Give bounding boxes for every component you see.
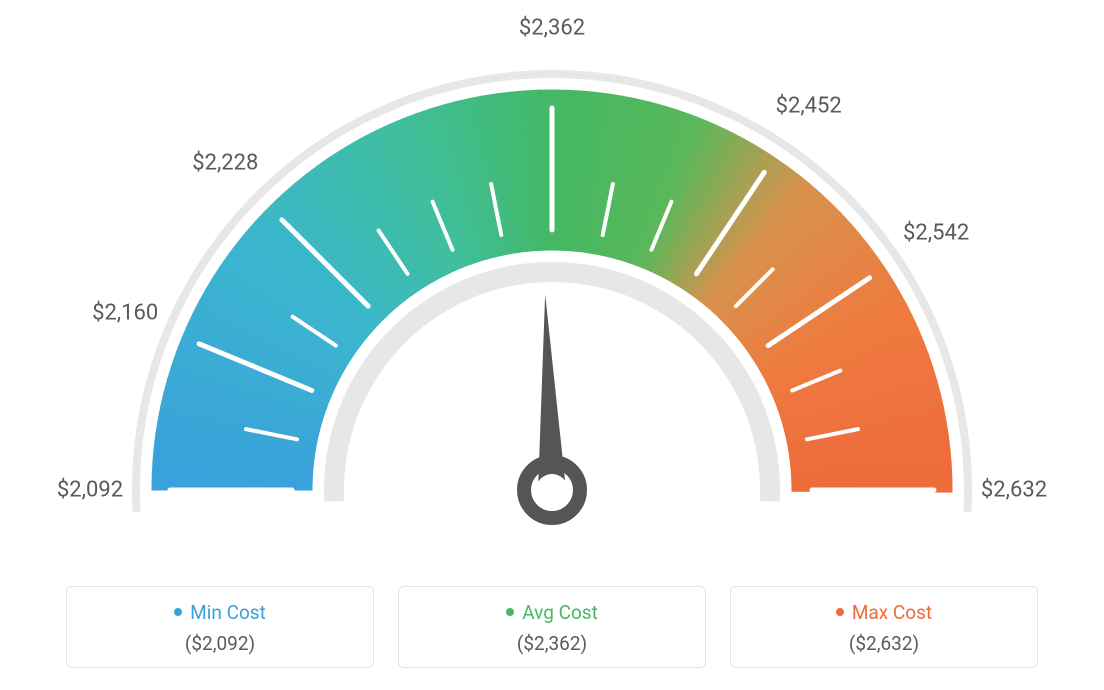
legend-dot-min — [174, 608, 182, 616]
legend-title-min: Min Cost — [67, 601, 373, 624]
legend-card-max: Max Cost ($2,632) — [730, 586, 1038, 668]
legend-card-min: Min Cost ($2,092) — [66, 586, 374, 668]
legend-title-max-text: Max Cost — [852, 601, 932, 624]
legend-title-min-text: Min Cost — [190, 601, 266, 624]
needle-hub-hole — [536, 474, 568, 506]
legend-title-avg: Avg Cost — [399, 601, 705, 624]
legend-value-min: ($2,092) — [67, 632, 373, 655]
legend-card-avg: Avg Cost ($2,362) — [398, 586, 706, 668]
tick-label: $2,542 — [903, 221, 969, 246]
tick-label: $2,362 — [519, 16, 585, 41]
legend-dot-max — [836, 608, 844, 616]
gauge-chart: $2,092 $2,160 $2,228 $2,362 $2,452 $2,542 $2,6… — [0, 0, 1104, 555]
legend-value-avg: ($2,362) — [399, 632, 705, 655]
tick-label: $2,160 — [92, 301, 158, 326]
legend-value-max: ($2,632) — [731, 632, 1037, 655]
gauge-svg — [0, 0, 1104, 555]
tick-label: $2,452 — [776, 93, 842, 118]
legend-title-max: Max Cost — [731, 601, 1037, 624]
tick-label: $2,632 — [981, 478, 1047, 503]
legend-dot-avg — [506, 608, 514, 616]
tick-label: $2,092 — [57, 478, 123, 503]
legend-title-avg-text: Avg Cost — [522, 601, 598, 624]
legend-row: Min Cost ($2,092) Avg Cost ($2,362) Max … — [0, 586, 1104, 668]
tick-label: $2,228 — [192, 151, 258, 176]
